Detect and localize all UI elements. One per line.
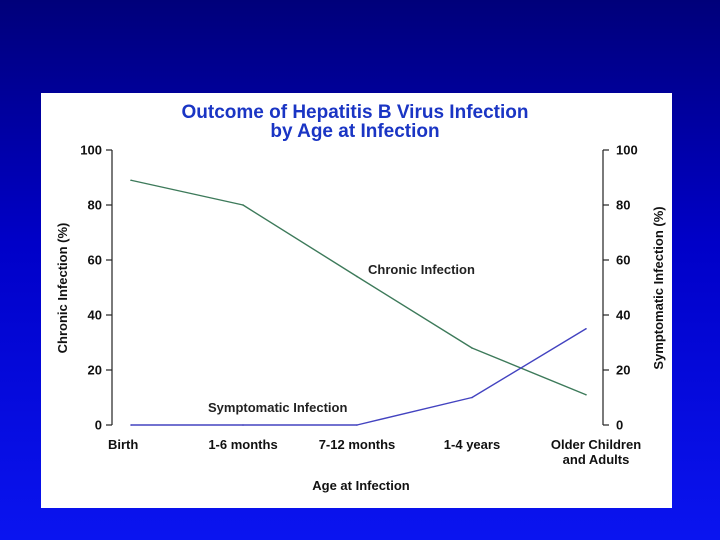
x-category-label: Birth [108,437,138,452]
right-tick-label: 40 [616,308,630,323]
series-point [356,424,358,426]
series-point [356,275,358,278]
left-ticks: 0 20 40 60 80 100 [80,143,112,433]
left-tick-label: 40 [88,308,102,323]
y-axis-label-left: Chronic Infection (%) [55,223,70,354]
x-category-label: Older Children and Adults [551,437,641,467]
series-point [585,327,587,330]
x-categories: Birth 1-6 months 7-12 months 1-4 years Older… [108,437,641,467]
series-lines [130,179,587,426]
series-point [471,396,473,399]
series-point [130,424,132,426]
y-axis-label-right: Symptomatic Infection (%) [651,206,666,369]
left-tick-label: 100 [80,143,102,158]
left-tick-label: 80 [88,198,102,213]
chart-svg: Outcome of Hepatitis B Virus Infection b… [55,102,666,493]
chart-title-line-1: Outcome of Hepatitis B Virus Infection [182,102,529,123]
series-point [471,347,473,349]
right-tick-label: 60 [616,253,630,268]
series-point [130,179,132,182]
series-line-chronic-infection [130,179,587,396]
series-point [242,424,244,426]
x-axis-label: Age at Infection [312,478,410,493]
x-category-label: 1-6 months [208,437,277,452]
chart-title-line-2: by Age at Infection [270,121,439,142]
right-tick-label: 100 [616,143,638,158]
series-point [585,393,587,396]
series-line-symptomatic-infection [131,328,587,426]
chronic-infection-annotation: Chronic Infection [368,262,475,277]
left-tick-label: 60 [88,253,102,268]
series-point [242,204,244,206]
chart-panel: Outcome of Hepatitis B Virus Infection b… [41,93,672,508]
left-tick-label: 0 [95,418,102,433]
right-tick-label: 0 [616,418,623,433]
x-category-label: 7-12 months [319,437,396,452]
right-ticks: 0 20 40 60 80 100 [603,143,638,433]
right-tick-label: 20 [616,363,630,378]
right-tick-label: 80 [616,198,630,213]
x-category-label: 1-4 years [444,437,500,452]
symptomatic-infection-annotation: Symptomatic Infection [208,400,347,415]
left-tick-label: 20 [88,363,102,378]
